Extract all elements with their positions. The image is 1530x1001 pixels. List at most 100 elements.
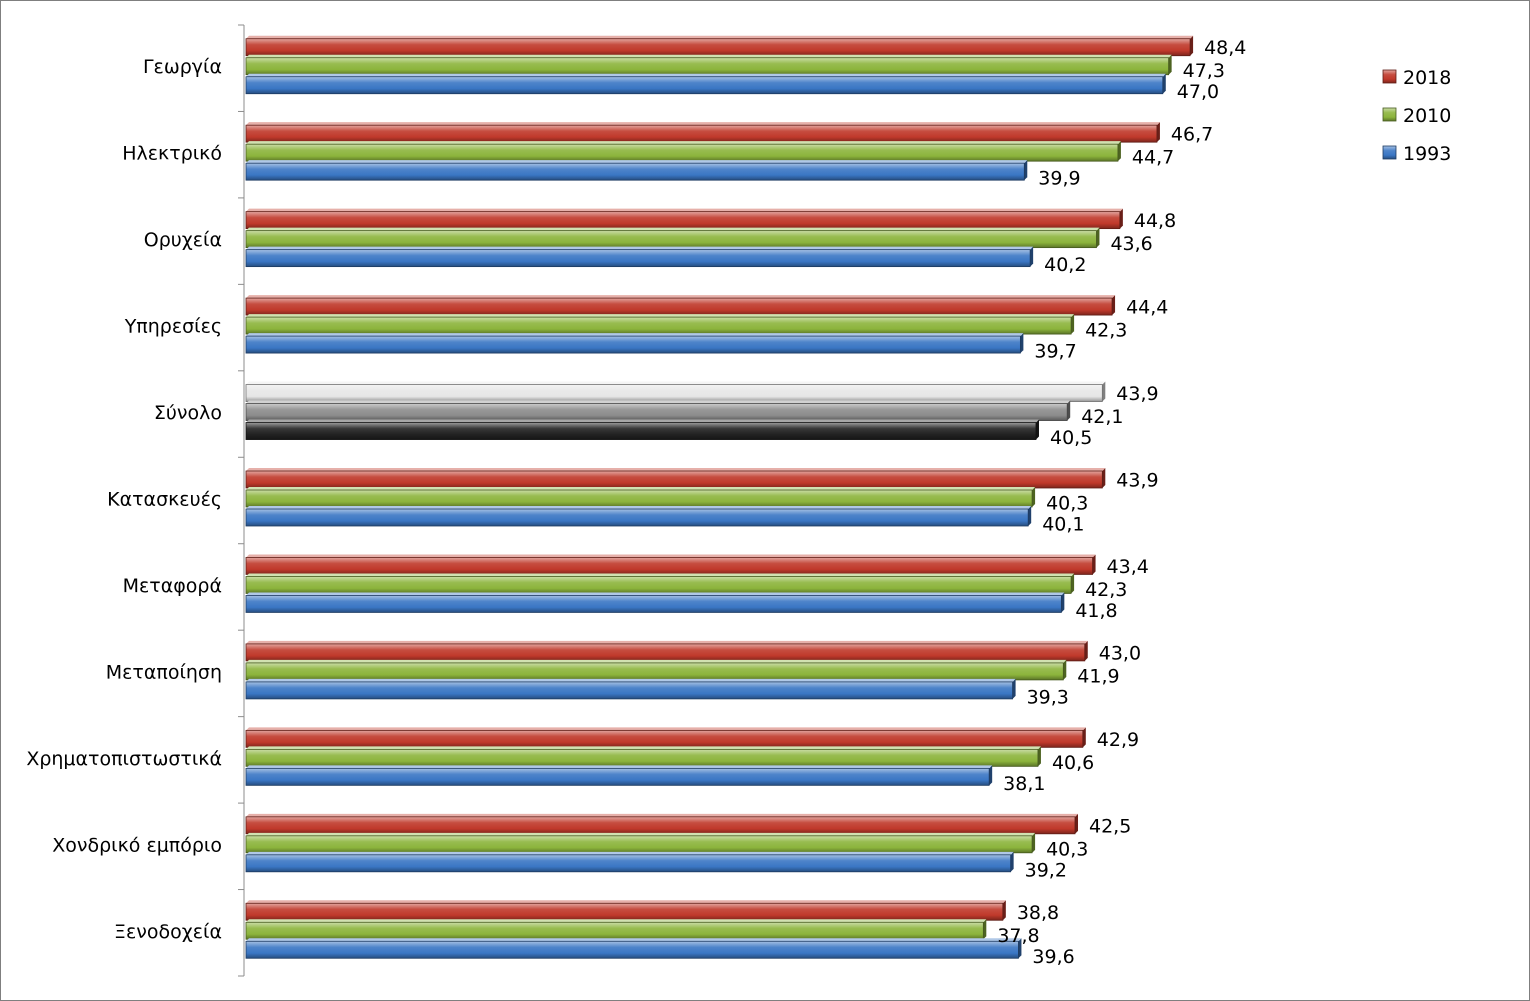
category-label: Ορυχεία [144, 229, 222, 251]
bar-cap [1112, 295, 1116, 316]
bar-top [246, 381, 1106, 385]
bar-top [246, 295, 1116, 299]
bar-cap [1028, 506, 1032, 526]
bar-top [246, 746, 1041, 750]
data-label: 39,7 [1034, 341, 1076, 363]
category-label: Μεταφορά [123, 575, 222, 597]
bar-cap [1075, 813, 1079, 834]
bar-cap [983, 919, 987, 940]
data-label: 39,3 [1027, 686, 1069, 708]
bar-2010 [245, 489, 1033, 508]
data-label: 43,9 [1116, 470, 1158, 492]
bar-1993 [245, 508, 1029, 527]
bar-cap [1002, 900, 1006, 921]
bar-cap [1024, 160, 1028, 181]
legend-marker-2010 [1382, 107, 1397, 122]
data-label: 46,7 [1171, 124, 1213, 146]
data-label: 47,3 [1183, 60, 1225, 82]
bar-1993 [245, 422, 1037, 440]
bar-top [246, 160, 1028, 164]
bar-top [246, 468, 1106, 471]
bars-group [245, 35, 1194, 959]
data-label: 43,6 [1110, 233, 1152, 255]
bar-cap [1071, 573, 1075, 594]
data-label: 48,4 [1204, 37, 1246, 59]
data-label: 43,9 [1116, 383, 1158, 405]
bar-cap [1102, 381, 1106, 402]
bar-top [246, 333, 1024, 337]
legend-label: 1993 [1403, 143, 1451, 165]
data-label: 40,3 [1046, 838, 1088, 860]
bar-top [246, 554, 1096, 558]
bar-1993 [245, 249, 1031, 268]
data-label: 40,1 [1042, 514, 1084, 536]
category-label: Μεταποίηση [106, 661, 222, 683]
bar-top [246, 246, 1034, 250]
bar-top [246, 832, 1036, 836]
labels-group: 48,447,347,0 46,744,7 39,9 44,843,6 40,2 44,4… [997, 37, 1246, 968]
bar-2010 [245, 57, 1170, 76]
data-label: 38,1 [1003, 773, 1045, 795]
bar-2018 [245, 557, 1093, 575]
bar-cap [1020, 333, 1024, 354]
bar-2010 [245, 403, 1068, 421]
bar-cap [1035, 419, 1039, 440]
data-label: 44,4 [1126, 297, 1168, 319]
bar-cap [1012, 678, 1016, 699]
bar-1993 [245, 767, 990, 786]
bar-cap [1018, 938, 1022, 959]
legend: 2018 2010 1993 [1382, 67, 1451, 165]
bar-top [246, 314, 1075, 318]
bar-2010 [245, 662, 1064, 681]
category-label: Σύνολο [154, 402, 222, 424]
data-label: 40,3 [1046, 493, 1088, 515]
bar-cap [1117, 141, 1121, 162]
bar-cap [1032, 832, 1036, 853]
category-axis: Γεωργία Ηλεκτρικό Ορυχεία Υπηρεσίες Σύνολο Κα… [26, 24, 245, 977]
bar-top [246, 141, 1121, 145]
bar-cap [1084, 640, 1088, 661]
bar-cap [1168, 54, 1172, 75]
bar-top [246, 400, 1071, 404]
bar-1993 [245, 162, 1025, 181]
bar-cap [1082, 727, 1086, 748]
category-label: Υπηρεσίες [124, 316, 222, 338]
bar-top [246, 765, 993, 769]
bar-cap [1071, 314, 1075, 335]
bar-2018 [245, 124, 1158, 143]
bar-top [246, 938, 1022, 942]
bar-cap [1010, 851, 1014, 872]
category-label: Κατασκευές [107, 489, 222, 511]
bar-top [246, 813, 1079, 817]
bar-top [246, 73, 1166, 77]
bar-top [246, 35, 1194, 39]
bar-2010 [245, 143, 1119, 162]
bar-top [246, 640, 1088, 644]
data-label: 37,8 [997, 925, 1039, 947]
bar-top [246, 727, 1086, 731]
legend-label: 2018 [1403, 67, 1451, 89]
data-label: 42,1 [1081, 406, 1123, 428]
bar-top [246, 851, 1014, 855]
data-label: 43,4 [1107, 556, 1149, 578]
bar-top [246, 419, 1039, 423]
bar-top [246, 659, 1067, 663]
data-label: 41,9 [1077, 665, 1119, 687]
data-label: 40,2 [1044, 254, 1086, 276]
bar-cap [1092, 554, 1096, 575]
bar-cap [1063, 659, 1067, 680]
bar-top [246, 900, 1006, 904]
data-label: 39,2 [1025, 859, 1067, 881]
bar-cap [989, 765, 993, 786]
data-label: 39,9 [1038, 168, 1080, 190]
data-label: 47,0 [1177, 81, 1219, 103]
category-label: Ξενοδοχεία [114, 921, 222, 943]
legend-label: 2010 [1403, 105, 1451, 127]
category-label: Χρηματοπιστωστικά [26, 748, 222, 770]
category-label: Ηλεκτρικό [122, 143, 222, 165]
bar-cap [1190, 35, 1194, 56]
bar-2018 [245, 816, 1076, 835]
bar-1993 [245, 76, 1164, 95]
bar-1993 [245, 854, 1012, 873]
